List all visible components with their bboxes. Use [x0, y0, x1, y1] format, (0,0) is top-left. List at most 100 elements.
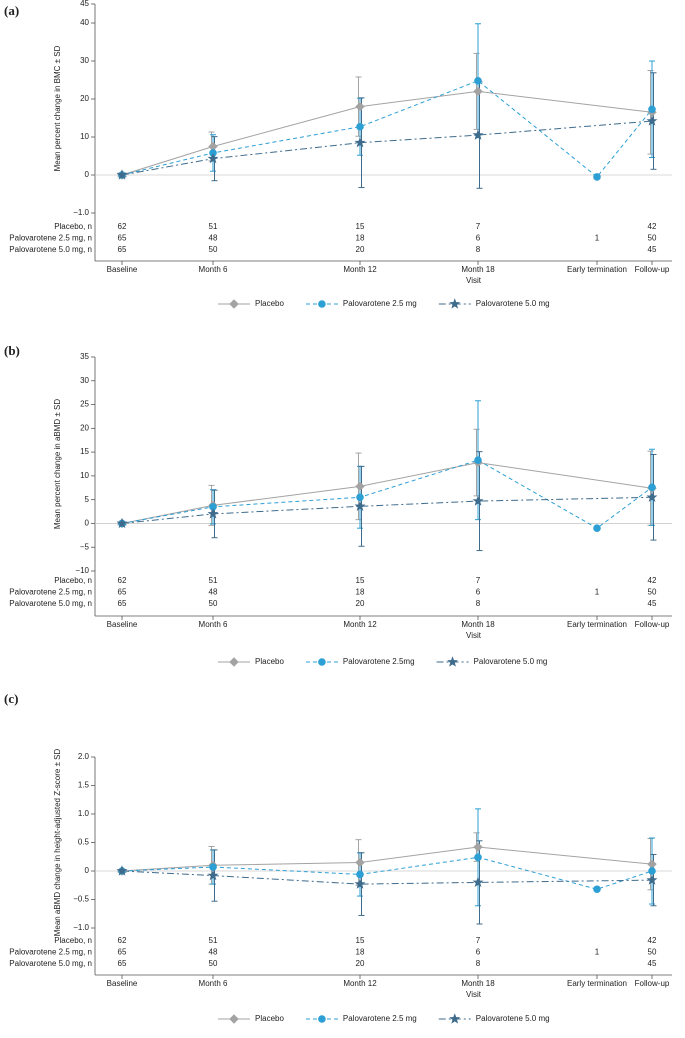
- y-axis-label: Mean percent change in BMC ± SD: [53, 45, 62, 171]
- n-row-label: Palovarotene 5.0 mg, n: [9, 599, 92, 608]
- data-point: [207, 152, 219, 164]
- n-row-label: Placebo, n: [54, 936, 92, 945]
- legend-label: Palovarotene 5.0 mg: [476, 1014, 550, 1023]
- n-value: 20: [356, 599, 365, 608]
- n-value: 65: [118, 959, 127, 968]
- n-value: 50: [209, 245, 218, 254]
- x-tick-label: Follow-up: [635, 265, 670, 274]
- n-value: 8: [476, 245, 481, 254]
- data-point: [116, 517, 128, 529]
- n-value: 45: [648, 245, 657, 254]
- n-value: 50: [209, 959, 218, 968]
- legend-marker: [449, 298, 461, 309]
- panel-label: (a): [4, 3, 19, 18]
- series-line: [121, 80, 653, 178]
- data-point: [474, 853, 482, 862]
- n-value: 20: [356, 959, 365, 968]
- n-value: 42: [648, 576, 657, 585]
- x-tick-label: Follow-up: [635, 620, 670, 629]
- x-tick-label: Baseline: [107, 979, 138, 988]
- n-value: 8: [476, 599, 481, 608]
- series-line: [121, 856, 653, 890]
- x-tick-label: Month 6: [199, 265, 228, 274]
- y-tick-label: 5: [85, 495, 90, 504]
- legend-label: Palovarotene 2.5mg: [343, 657, 415, 666]
- y-tick-label: −5: [80, 542, 90, 551]
- legend-label: Palovarotene 2.5 mg: [343, 1014, 417, 1023]
- y-tick-label: 40: [80, 18, 89, 27]
- x-axis-label: Visit: [466, 276, 482, 285]
- y-tick-label: 25: [80, 400, 89, 409]
- series-line: [121, 120, 653, 176]
- data-point: [646, 491, 658, 502]
- n-value: 6: [476, 234, 481, 243]
- y-tick-label: −10: [75, 566, 89, 575]
- data-point: [356, 870, 364, 879]
- y-tick-label: 20: [80, 94, 89, 103]
- n-value: 20: [356, 245, 365, 254]
- data-point: [116, 169, 128, 180]
- x-tick-label: Month 6: [199, 979, 228, 988]
- n-value: 15: [356, 576, 365, 585]
- legend-label: Placebo: [255, 657, 284, 666]
- n-row-label: Palovarotene 2.5 mg, n: [9, 234, 92, 243]
- n-value: 15: [356, 222, 365, 231]
- data-point: [354, 500, 366, 511]
- n-value: 62: [118, 222, 127, 231]
- n-value: 7: [476, 936, 481, 945]
- x-tick-label: Month 12: [343, 265, 377, 274]
- n-value: 50: [648, 948, 657, 957]
- legend-marker: [449, 1013, 461, 1024]
- x-tick-label: Month 18: [461, 979, 495, 988]
- legend-marker: [318, 300, 326, 308]
- y-tick-label: −0.5: [73, 895, 89, 904]
- data-point: [648, 483, 656, 492]
- data-point: [209, 863, 217, 871]
- n-value: 65: [118, 234, 127, 243]
- x-tick-label: Early termination: [567, 620, 627, 629]
- n-value: 51: [209, 936, 218, 945]
- legend-marker: [229, 657, 239, 667]
- x-tick-label: Month 6: [199, 620, 228, 629]
- y-axis-label: Mean aBMD change in height-adjusted Z-sc…: [53, 748, 62, 936]
- n-value: 7: [476, 576, 481, 585]
- x-axis-label: Visit: [466, 631, 482, 640]
- n-row-label: Placebo, n: [54, 576, 92, 585]
- n-value: 65: [118, 599, 127, 608]
- n-value: 7: [476, 222, 481, 231]
- n-value: 48: [209, 948, 218, 957]
- n-row-label: Palovarotene 5.0 mg, n: [9, 959, 92, 968]
- x-tick-label: Month 12: [343, 979, 377, 988]
- n-row-label: Placebo, n: [54, 222, 92, 231]
- series-line: [121, 496, 653, 524]
- legend-label: Placebo: [255, 1014, 284, 1023]
- n-value: 62: [118, 936, 127, 945]
- y-tick-label: 1.5: [78, 781, 90, 790]
- data-point: [355, 481, 365, 492]
- y-tick-label: 30: [80, 56, 89, 65]
- data-point: [116, 865, 128, 876]
- data-point: [356, 493, 364, 502]
- data-point: [354, 878, 366, 889]
- y-tick-label: 10: [80, 132, 89, 141]
- n-value: 6: [476, 588, 481, 597]
- n-value: 65: [118, 588, 127, 597]
- y-tick-label: 45: [80, 0, 89, 8]
- data-point: [207, 869, 219, 881]
- n-value: 1: [595, 588, 600, 597]
- n-value: 1: [595, 948, 600, 957]
- n-value: 48: [209, 234, 218, 243]
- legend-label: Palovarotene 2.5 mg: [343, 299, 417, 308]
- legend-marker: [229, 299, 239, 309]
- n-value: 18: [356, 588, 365, 597]
- n-value: 51: [209, 576, 218, 585]
- n-value: 42: [648, 222, 657, 231]
- y-tick-label: 20: [80, 423, 89, 432]
- data-point: [593, 173, 601, 181]
- x-tick-label: Early termination: [567, 979, 627, 988]
- y-tick-label: 0.5: [78, 838, 90, 847]
- n-value: 1: [595, 234, 600, 243]
- n-value: 15: [356, 936, 365, 945]
- n-value: 8: [476, 959, 481, 968]
